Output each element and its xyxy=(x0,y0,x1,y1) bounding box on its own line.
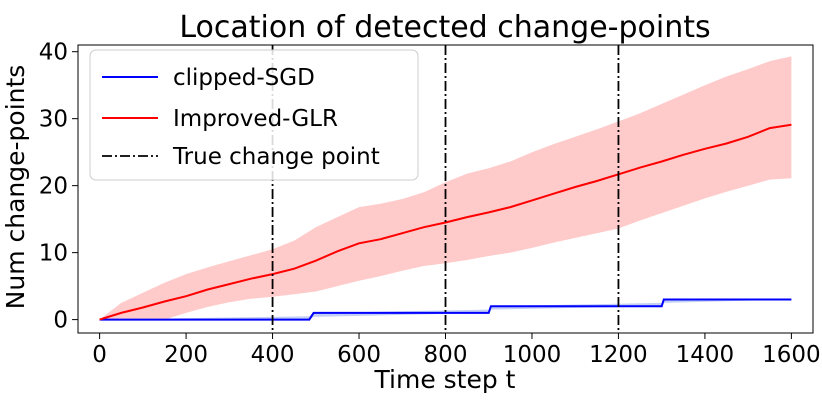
line-improved-glr xyxy=(99,123,792,321)
y-axis-label: Num change-points xyxy=(1,65,30,310)
plot-area: 0 200 400 600 800 1000 1200 1400 1600 0 10 20 30 40 xyxy=(39,40,821,368)
chart-title: Location of detected change-points xyxy=(179,10,710,45)
x-tick-label-1600: 1600 xyxy=(762,342,821,368)
y-tick-label-0: 0 xyxy=(53,308,68,334)
x-tick-label-200: 200 xyxy=(164,342,208,368)
legend-label-true-change-point: True change point xyxy=(172,144,380,170)
x-tick-label-800: 800 xyxy=(424,342,468,368)
legend-label-improved-glr: Improved-GLR xyxy=(173,106,338,132)
x-tick-label-1400: 1400 xyxy=(676,342,735,368)
line-clipped-sgd xyxy=(99,298,792,321)
legend-frame xyxy=(89,49,419,181)
x-tick-label-600: 600 xyxy=(337,342,381,368)
legend: clipped-SGD Improved-GLR True change poi… xyxy=(89,49,419,181)
y-tick-label-10: 10 xyxy=(39,241,68,267)
x-axis-label: Time step t xyxy=(374,365,516,394)
y-tick-label-30: 30 xyxy=(39,107,68,133)
x-tick-label-0: 0 xyxy=(92,342,107,368)
x-tick-label-1200: 1200 xyxy=(589,342,648,368)
x-tick-label-400: 400 xyxy=(251,342,295,368)
legend-label-clipped-sgd: clipped-SGD xyxy=(173,65,315,91)
y-tick-label-40: 40 xyxy=(39,40,68,66)
y-tick-label-20: 20 xyxy=(39,174,68,200)
x-tick-label-1000: 1000 xyxy=(503,342,562,368)
